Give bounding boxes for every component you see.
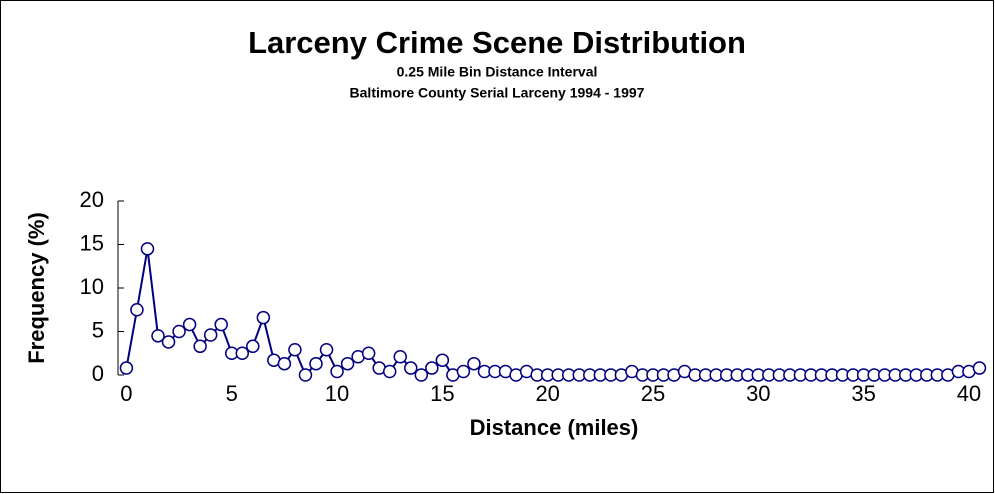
marker [467,356,481,371]
marker [277,356,292,371]
marker [140,242,155,256]
marker [235,346,250,360]
marker [298,368,313,382]
marker [309,356,323,371]
marker [119,361,134,375]
x-tick-label: 15 [430,381,454,406]
marker [130,303,144,317]
marker [361,346,376,360]
chart-subtitle: 0.25 Mile Bin Distance Interval [397,64,598,80]
marker [214,317,228,332]
marker [246,339,260,354]
x-tick-label: 20 [535,381,559,406]
marker [330,364,344,379]
marker [393,349,407,364]
marker [382,364,397,379]
chart-subtitle: Baltimore County Serial Larceny 1994 - 1… [350,85,645,101]
x-tick-label: 35 [851,381,875,406]
x-tick-label: 30 [746,381,770,406]
marker [414,368,429,382]
x-tick-label: 40 [957,381,981,406]
x-tick-label: 25 [641,381,665,406]
marker [425,361,439,375]
x-tick-label: 10 [325,381,349,406]
marker [456,364,471,379]
marker [288,343,302,357]
marker [161,335,176,349]
y-tick-label: 10 [80,274,104,299]
x-axis-label: Distance (miles) [470,415,639,440]
chart-title: Larceny Crime Scene Distribution [248,25,746,60]
x-tick-label: 0 [120,381,132,406]
marker [435,353,450,367]
marker [972,361,987,375]
y-tick-label: 0 [92,361,104,386]
marker [256,310,271,325]
y-tick-label: 15 [80,230,104,255]
marker [319,343,334,357]
marker [172,324,186,339]
marker [340,356,355,371]
y-tick-label: 5 [92,317,104,342]
marker [182,317,197,332]
marker [193,339,207,354]
marker [203,328,218,342]
x-tick-label: 5 [226,381,238,406]
y-tick-label: 20 [80,187,104,212]
y-axis-label: Frequency (%) [24,212,49,364]
marker [151,329,165,343]
marker [404,361,418,375]
